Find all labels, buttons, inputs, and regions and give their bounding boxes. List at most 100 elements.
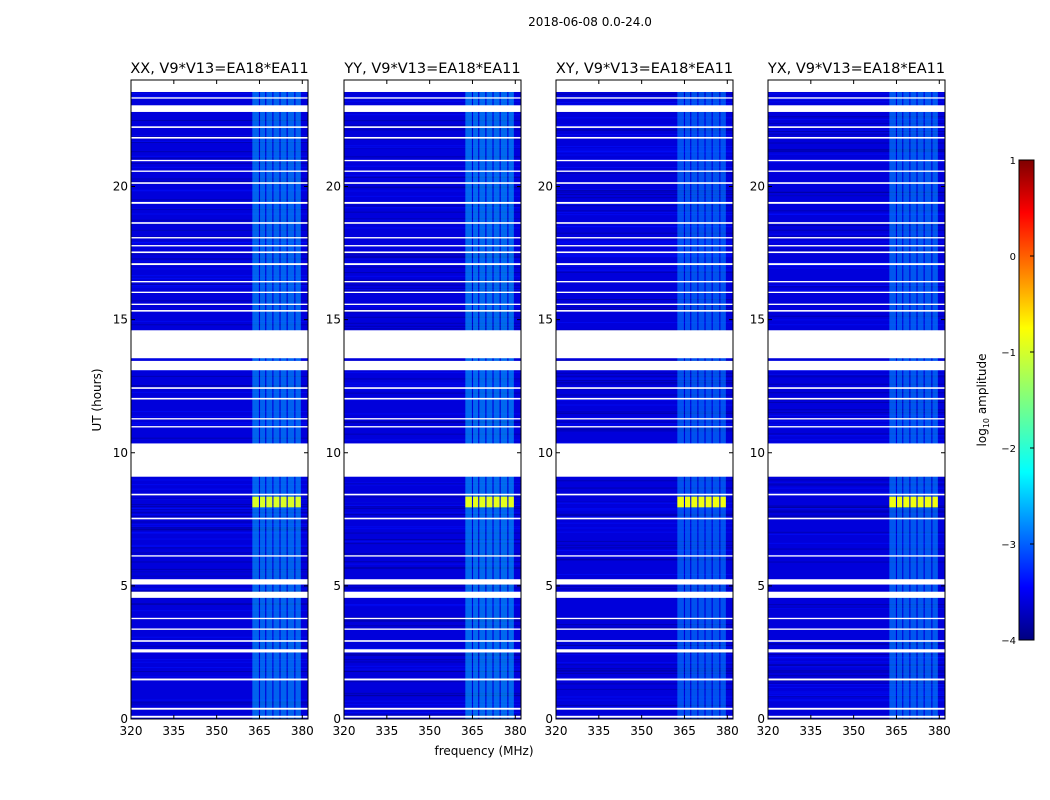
noise-row — [768, 433, 945, 435]
flagged-gap — [131, 617, 308, 620]
flagged-gap — [556, 649, 733, 653]
noise-row — [768, 510, 945, 512]
noise-row — [131, 274, 308, 276]
noise-row — [131, 96, 308, 98]
noise-row — [344, 255, 521, 257]
y-tick-label: 10 — [538, 446, 553, 460]
noise-row — [556, 375, 733, 377]
noise-row — [556, 134, 733, 136]
noise-row — [556, 388, 733, 390]
noise-row — [768, 482, 945, 484]
heatmap-area — [768, 80, 945, 719]
noise-row — [768, 696, 945, 698]
noise-row — [556, 531, 733, 533]
flagged-gap — [131, 426, 308, 428]
noise-row — [131, 422, 308, 424]
noise-row — [768, 427, 945, 429]
noise-row — [131, 223, 308, 225]
noise-row — [344, 219, 521, 221]
noise-row — [344, 566, 521, 568]
flagged-gap — [344, 330, 521, 359]
flagged-gap — [768, 649, 945, 653]
noise-row — [344, 205, 521, 207]
noise-row — [131, 561, 308, 563]
flagged-gap — [768, 201, 945, 204]
noise-row — [344, 281, 521, 283]
noise-row — [556, 378, 733, 380]
noise-row — [344, 272, 521, 274]
noise-row — [768, 376, 945, 378]
noise-row — [344, 325, 521, 327]
noise-row — [556, 644, 733, 646]
noise-row — [556, 322, 733, 324]
noise-row — [131, 484, 308, 486]
noise-row — [556, 411, 733, 413]
flagged-gap — [131, 418, 308, 420]
y-tick-label: 10 — [326, 446, 341, 460]
noise-row — [344, 553, 521, 555]
noise-row — [131, 411, 308, 413]
noise-row — [556, 688, 733, 690]
noise-row — [768, 686, 945, 688]
noise-row — [344, 526, 521, 528]
noise-row — [131, 504, 308, 506]
noise-row — [556, 427, 733, 429]
noise-row — [556, 428, 733, 430]
colorbar-label-base: log — [975, 428, 989, 446]
noise-row — [556, 205, 733, 207]
rfi-burst — [685, 496, 691, 508]
noise-row — [131, 671, 308, 673]
x-tick-label: 335 — [375, 724, 398, 738]
noise-row — [768, 654, 945, 656]
colorbar-tick-label: 1 — [1010, 156, 1016, 167]
flagged-gap — [131, 97, 308, 99]
flagged-gap — [344, 628, 521, 630]
noise-row — [131, 190, 308, 192]
colorbar-label-sub: 10 — [982, 418, 991, 428]
noise-row — [344, 218, 521, 220]
noise-row — [344, 567, 521, 569]
flagged-gap — [344, 517, 521, 520]
x-tick-label: 380 — [504, 724, 527, 738]
flagged-gap — [556, 418, 733, 420]
noise-row — [556, 513, 733, 515]
noise-row — [768, 423, 945, 425]
noise-row — [556, 254, 733, 256]
noise-row — [131, 93, 308, 95]
noise-row — [768, 171, 945, 173]
noise-row — [344, 665, 521, 667]
x-tick-label: 365 — [461, 724, 484, 738]
noise-row — [556, 172, 733, 174]
flagged-gap — [556, 517, 733, 520]
noise-row — [344, 504, 521, 506]
noise-row — [131, 479, 308, 481]
noise-row — [768, 487, 945, 489]
noise-row — [768, 123, 945, 125]
noise-row — [768, 554, 945, 556]
flagged-gap — [768, 80, 945, 92]
noise-row — [131, 258, 308, 260]
panel-frame — [555, 79, 734, 720]
noise-row — [131, 300, 308, 302]
rfi-burst — [273, 496, 280, 508]
flagged-gap — [344, 97, 521, 99]
colorbar: −4 −3 −2 −1 0 1 log10 amplitude — [975, 156, 1035, 647]
noise-row — [768, 680, 945, 682]
noise-row — [768, 267, 945, 269]
noise-row — [768, 392, 945, 394]
noise-row — [131, 575, 308, 577]
y-tick-label: 0 — [757, 712, 765, 726]
noise-row — [556, 381, 733, 383]
noise-row — [131, 661, 308, 663]
flagged-gap — [556, 251, 733, 254]
noise-row — [556, 652, 733, 654]
noise-row — [344, 532, 521, 534]
noise-row — [768, 225, 945, 227]
panel-title: YY, V9*V13=EA18*EA11 — [343, 61, 520, 77]
figure-suptitle: 2018-06-08 0.0-24.0 — [528, 15, 652, 29]
noise-row — [556, 306, 733, 308]
y-tick-label: 0 — [333, 712, 341, 726]
colorbar-ticks: −4 −3 −2 −1 0 1 — [1001, 156, 1034, 647]
noise-row — [556, 256, 733, 258]
